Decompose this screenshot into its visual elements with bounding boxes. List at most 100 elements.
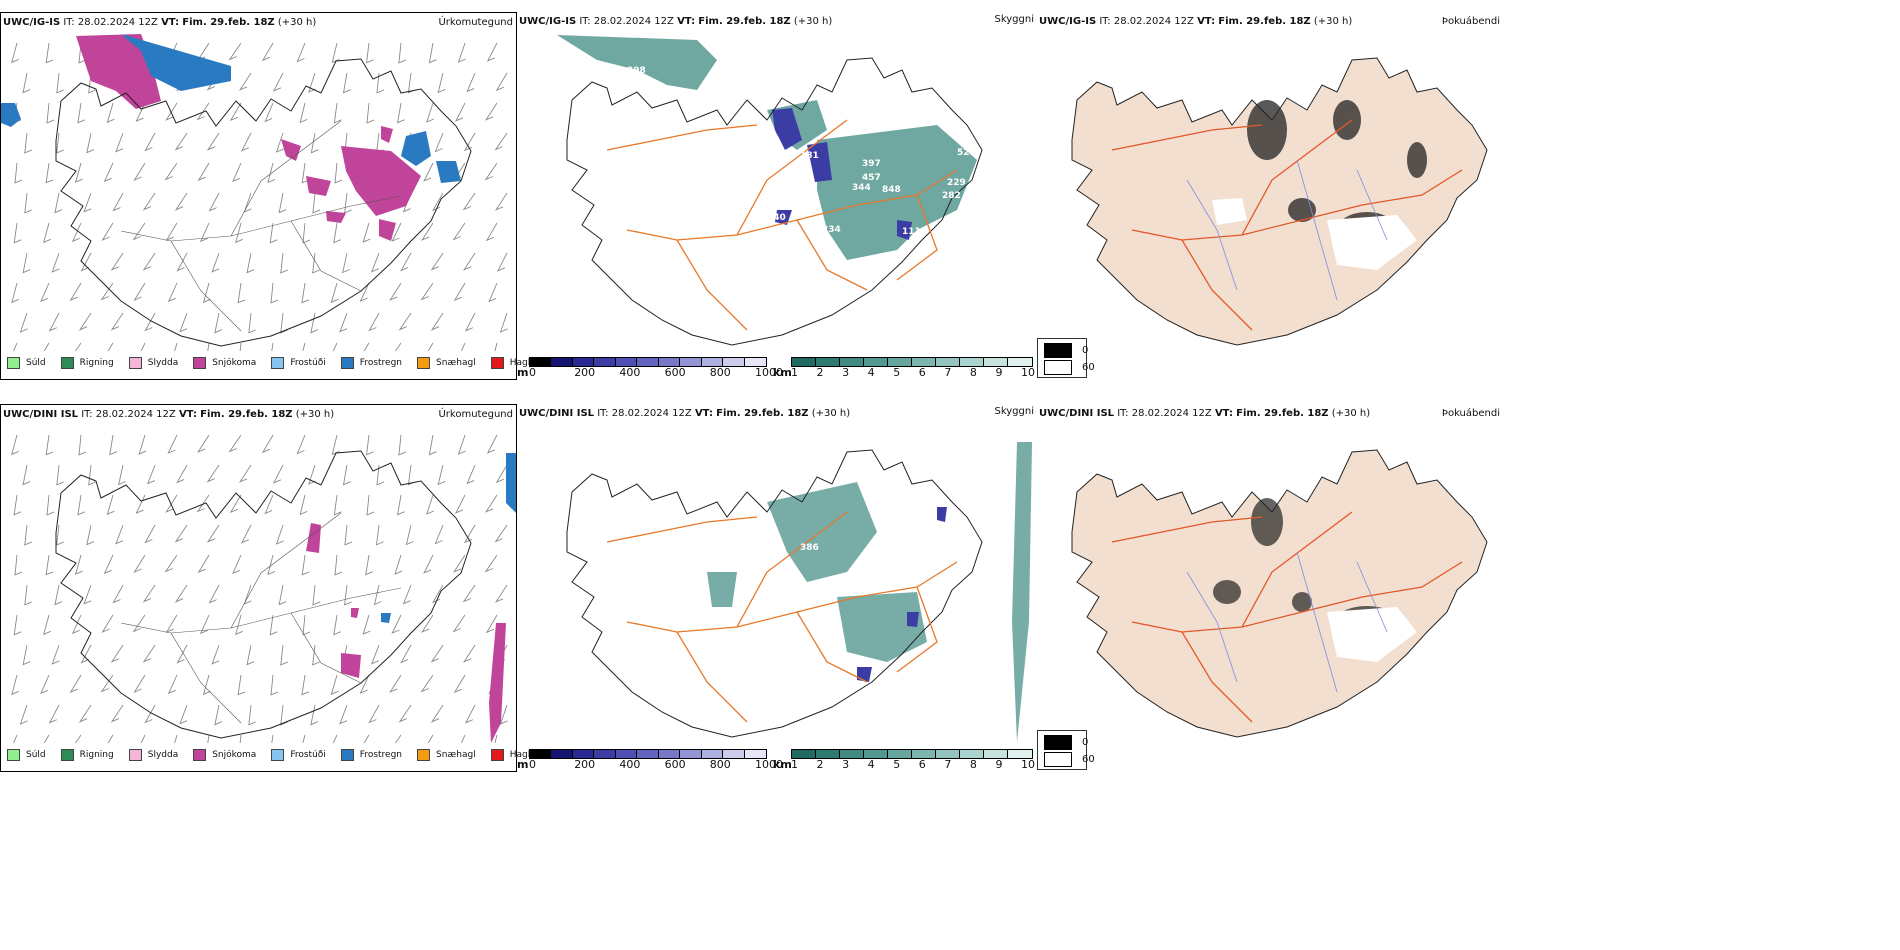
wind-barb [138, 434, 147, 455]
wind-barb [302, 614, 311, 636]
ceiling-value-label: 848 [882, 185, 901, 195]
colorbar-tick: 0 [529, 366, 536, 379]
wind-barb [237, 674, 246, 696]
wind-barb [486, 42, 498, 62]
colorbar-tick: 1 [791, 366, 798, 379]
legend-swatch [417, 357, 431, 369]
wind-barb [43, 734, 50, 743]
colorbar-tick: 200 [574, 758, 596, 771]
wind-barb [24, 584, 32, 606]
wind-barb [207, 734, 210, 743]
wind-barb [376, 72, 385, 94]
legend-swatch [193, 357, 207, 369]
wind-barb [495, 72, 508, 92]
panel-title: UWC/IG-IS IT: 28.02.2024 12Z VT: Fim. 29… [1039, 16, 1353, 27]
wind-barb [400, 252, 412, 272]
wind-barb [106, 102, 115, 123]
wind-barb [197, 162, 210, 182]
wind-barb [86, 524, 95, 546]
wind-barb [269, 222, 278, 244]
wind-barb [196, 494, 210, 513]
wind-barb [339, 312, 348, 333]
wind-barb [428, 434, 437, 456]
wind-barb [167, 434, 178, 454]
wind-barb [110, 704, 124, 723]
wind-barb [421, 222, 434, 241]
wind-barb [280, 704, 288, 726]
ceiling-value-label: 263 [862, 551, 881, 561]
wind-barb [238, 464, 252, 483]
wind-barb [142, 192, 156, 211]
wind-barb [232, 554, 242, 575]
wind-barb [174, 132, 188, 151]
roads [120, 512, 402, 724]
legend-item: Snjókoma [193, 749, 256, 761]
ceiling-value-label: 673 [882, 577, 901, 587]
ceiling-value-label: 398 [627, 66, 646, 76]
wind-barb [452, 614, 466, 633]
wind-barb [373, 584, 382, 606]
field-label: Úrkomutegund [438, 17, 513, 28]
colorbar-cell [743, 357, 767, 367]
wind-barb [40, 674, 50, 695]
colorbar-cell [550, 357, 573, 367]
wind-barb [434, 524, 444, 545]
legend-swatch [340, 357, 354, 369]
colorbar-cell [657, 357, 681, 367]
wind-barb [11, 674, 20, 696]
wind-barb [332, 342, 338, 351]
wind-barb [342, 252, 350, 274]
fog-key-swatch [1044, 343, 1072, 358]
wind-barb [101, 614, 114, 633]
legend-swatch [60, 749, 74, 761]
wind-barb [133, 674, 146, 693]
wind-barb [423, 554, 434, 574]
ceiling-value-label: 172 [852, 575, 871, 585]
wind-barb [342, 464, 351, 486]
wind-barb [142, 252, 156, 271]
wind-barb [88, 464, 96, 486]
frost-rain-area [1, 34, 461, 183]
wind-barb [484, 554, 498, 573]
wind-barb [430, 644, 444, 663]
roads [606, 119, 958, 331]
wind-barb [397, 102, 405, 124]
wind-barb [301, 282, 310, 304]
wind-barb [280, 312, 288, 334]
wind-barb [24, 132, 32, 154]
colorbar-tick: 600 [664, 366, 686, 379]
legend-item: Slydda [128, 357, 178, 369]
wind-barb [398, 312, 412, 331]
wind-barb [229, 494, 242, 514]
wind-barb [270, 282, 279, 304]
wind-barb [455, 102, 466, 122]
wind-barb [144, 524, 156, 544]
wind-barb [455, 494, 466, 514]
legend-item: Rigning [60, 357, 114, 369]
legend-swatch [271, 749, 285, 761]
wind-barb [397, 494, 405, 516]
wind-barb [78, 42, 87, 64]
colorbar-cell [1007, 357, 1033, 367]
colorbar-tick: 400 [619, 366, 641, 379]
precip-legend: Súld Rigning Slydda Snjókoma Frostúði Frostre… [7, 357, 553, 369]
wind-barb [45, 554, 54, 576]
wind-barb [267, 554, 276, 576]
wind-barb [14, 554, 23, 576]
wind-barb [71, 222, 82, 243]
wind-barb [464, 312, 476, 332]
snow-area [76, 34, 421, 241]
wind-barb [463, 132, 476, 152]
colorbar-tick: 0 [529, 758, 536, 771]
colorbar-tick: 8 [969, 758, 977, 771]
fog-indicator-map [1071, 449, 1488, 738]
wind-barb [19, 312, 28, 333]
legend-item: Frostregn [340, 357, 402, 369]
legend-label: Snæhagl [436, 750, 476, 760]
wind-barb [366, 494, 375, 516]
legend-item: Súld [7, 749, 46, 761]
wind-barb [133, 162, 146, 181]
wind-barb [165, 222, 178, 242]
ceiling-value-label: 111 [902, 227, 921, 237]
